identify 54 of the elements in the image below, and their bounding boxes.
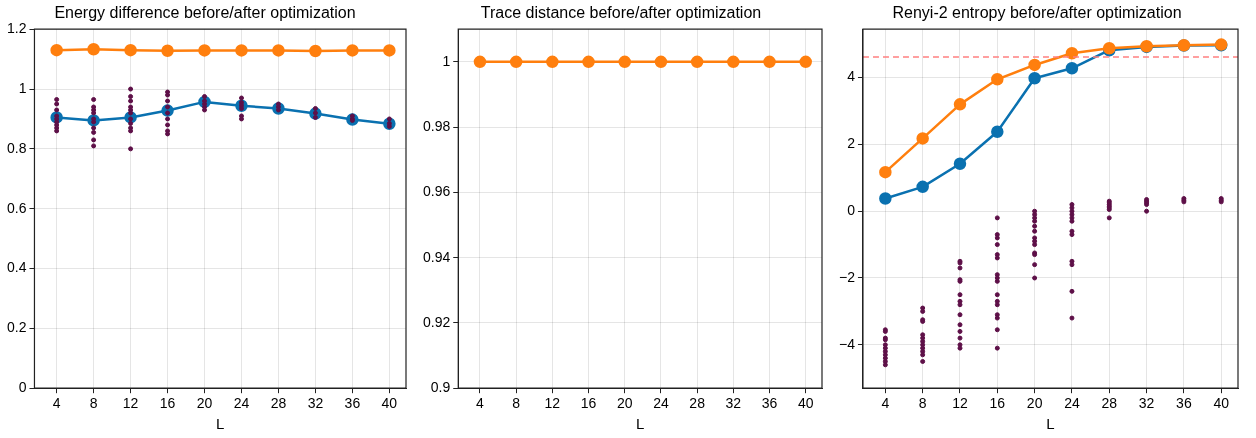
x-tick-label: 24 xyxy=(653,395,669,412)
x-tick-label: 4 xyxy=(476,395,485,412)
y-tick-label: 1 xyxy=(18,79,27,96)
x-tick-label: 4 xyxy=(881,395,890,412)
x-tick-label: 20 xyxy=(196,395,213,412)
y-tick-label: −2 xyxy=(838,268,856,285)
y-tick-label: −4 xyxy=(838,335,856,352)
x-tick-label: 28 xyxy=(1101,395,1118,412)
y-tick-label: 0.9 xyxy=(430,379,451,396)
x-tick-label: 16 xyxy=(989,395,1006,412)
x-tick-label: 40 xyxy=(381,395,398,412)
y-tick-label: 1 xyxy=(442,52,451,69)
y-tick-label: 0.92 xyxy=(423,313,451,330)
y-tick-label: 0 xyxy=(847,202,856,219)
chart-title: Trace distance before/after optimization xyxy=(480,4,762,22)
y-tick-label: 0.94 xyxy=(423,248,451,265)
x-tick-label: 28 xyxy=(270,395,287,412)
x-axis-title: L xyxy=(1046,415,1055,433)
x-tick-label: 4 xyxy=(52,395,61,412)
chart-title: Energy difference before/after optimization xyxy=(54,4,356,22)
x-tick-label: 24 xyxy=(1064,395,1080,412)
y-tick-label: 0.8 xyxy=(6,139,27,156)
x-tick-label: 16 xyxy=(159,395,176,412)
y-tick-label: 0 xyxy=(18,379,27,396)
x-tick-label: 8 xyxy=(512,395,521,412)
x-tick-label: 12 xyxy=(952,395,968,412)
x-tick-label: 20 xyxy=(616,395,633,412)
y-tick-label: 0.96 xyxy=(423,183,451,200)
x-tick-label: 32 xyxy=(725,395,742,412)
x-tick-label: 40 xyxy=(797,395,814,412)
x-tick-label: 20 xyxy=(1026,395,1043,412)
x-tick-label: 40 xyxy=(1213,395,1230,412)
x-tick-label: 16 xyxy=(580,395,597,412)
x-tick-label: 28 xyxy=(689,395,706,412)
y-tick-label: 2 xyxy=(847,135,856,152)
y-tick-label: 0.4 xyxy=(6,259,27,276)
x-tick-label: 32 xyxy=(1138,395,1155,412)
x-axis-title: L xyxy=(216,415,225,433)
chart-title: Renyi-2 entropy before/after optimization xyxy=(892,4,1182,22)
x-tick-label: 24 xyxy=(233,395,250,412)
y-tick-label: 0.6 xyxy=(6,199,27,216)
y-tick-label: 0.2 xyxy=(6,319,27,336)
y-tick-label: 4 xyxy=(847,68,856,85)
x-tick-label: 12 xyxy=(544,395,561,412)
x-tick-label: 8 xyxy=(918,395,927,412)
x-tick-label: 36 xyxy=(344,395,361,412)
x-tick-label: 36 xyxy=(761,395,778,412)
x-tick-label: 12 xyxy=(122,395,139,412)
y-tick-label: 1.2 xyxy=(6,20,27,37)
x-axis-title: L xyxy=(635,415,645,433)
x-tick-label: 32 xyxy=(307,395,324,412)
x-tick-label: 36 xyxy=(1176,395,1192,412)
y-tick-label: 0.98 xyxy=(423,117,451,134)
x-tick-label: 8 xyxy=(89,395,98,412)
